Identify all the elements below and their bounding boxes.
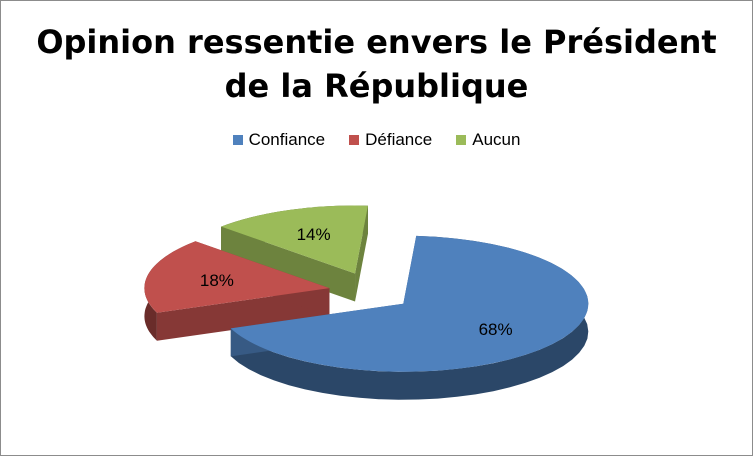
chart-legend: Confiance Défiance Aucun (0, 130, 753, 150)
legend-swatch-aucun (456, 135, 467, 145)
data-label-defiance: 18% (200, 271, 234, 290)
pie-slice-confiance (230, 235, 589, 400)
chart-title-line-2: de la République (224, 67, 529, 105)
chart-title-line-1: Opinion ressentie envers le Président (36, 23, 717, 61)
pie-slice-wall-aucun-0 (221, 226, 356, 302)
legend-label-defiance: Défiance (365, 130, 433, 149)
pie-slice-wall-aucun-1 (355, 205, 368, 302)
legend-label-confiance: Confiance (248, 130, 326, 149)
legend-item-confiance: Confiance (232, 130, 326, 150)
data-label-confiance: 68% (479, 320, 513, 339)
legend-label-aucun: Aucun (472, 130, 521, 149)
pie-slice-top-confiance (230, 235, 589, 372)
chart-title: Opinion ressentie envers le Président de… (0, 20, 753, 108)
pie-slice-aucun (221, 205, 368, 302)
pie-slice-top-aucun (221, 205, 368, 274)
pie-slice-defiance (144, 241, 330, 341)
legend-item-defiance: Défiance (349, 130, 432, 150)
pie-slice-wall-defiance-0 (156, 288, 330, 341)
legend-swatch-defiance (349, 135, 360, 145)
pie-slice-top-defiance (144, 241, 330, 313)
legend-item-aucun: Aucun (456, 130, 520, 150)
legend-swatch-confiance (232, 135, 243, 145)
data-label-aucun: 14% (297, 225, 331, 244)
